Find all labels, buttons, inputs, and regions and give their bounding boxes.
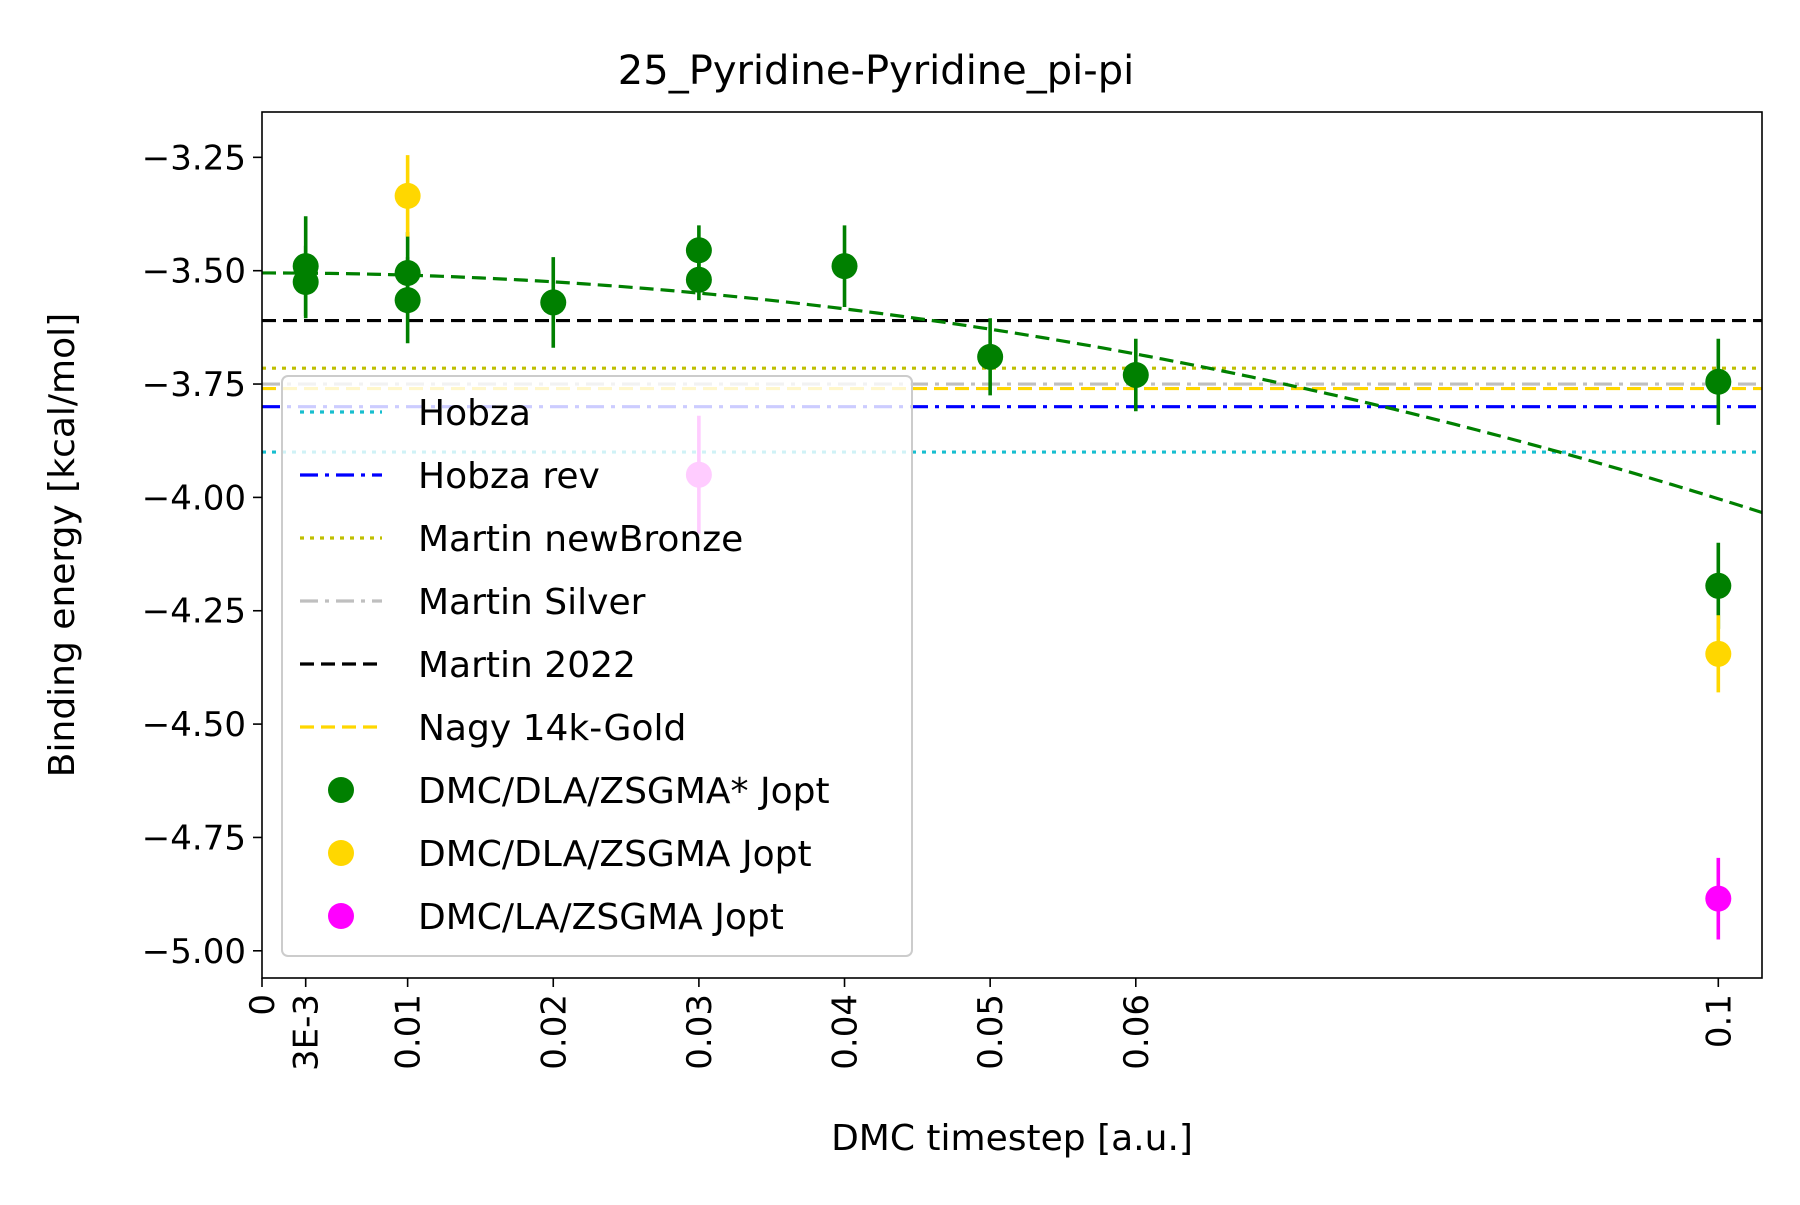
point-marker	[1705, 885, 1732, 912]
data-point	[977, 318, 1004, 396]
y-tick-label: −3.50	[142, 252, 246, 292]
y-tick-label: −4.25	[142, 592, 246, 632]
y-tick-label: −3.25	[142, 138, 246, 178]
legend-label: Martin 2022	[418, 645, 636, 686]
point-marker	[1122, 361, 1149, 388]
plot-frame	[261, 111, 1763, 979]
y-tick-label: −4.00	[142, 478, 246, 518]
point-marker	[831, 253, 858, 280]
point-marker	[540, 289, 567, 316]
data-point	[394, 155, 421, 237]
legend: Hobza Hobza rev Martin newBronze Martin Sil…	[281, 375, 913, 957]
data-point	[685, 259, 712, 301]
y-tick-label: −4.50	[142, 705, 246, 745]
plot-area	[262, 155, 1762, 940]
legend-marker-swatch	[328, 840, 354, 866]
data-point	[292, 245, 319, 319]
data-point	[1705, 857, 1732, 940]
x-tick-label: 0.06	[1117, 994, 1157, 1070]
point-marker	[685, 266, 712, 293]
point-marker	[292, 269, 319, 296]
point-marker	[1705, 368, 1732, 395]
point-marker	[394, 182, 421, 209]
axes: −3.25 −3.50 −3.75 −4.00 −4.25 −4.50 −4.75 −5.00…	[142, 138, 1740, 1071]
x-tick-label: 0	[243, 994, 283, 1016]
legend-label: Martin newBronze	[418, 519, 743, 560]
data-point	[540, 257, 567, 348]
point-marker	[685, 237, 712, 264]
chart-title: 25_Pyridine-Pyridine_pi-pi	[618, 48, 1134, 94]
y-axis-label: Binding energy [kcal/mol]	[42, 313, 83, 777]
x-tick-label: 0.01	[389, 994, 429, 1070]
point-marker	[1705, 572, 1732, 599]
data-point	[1705, 615, 1732, 693]
point-marker	[977, 343, 1004, 370]
legend-label: Nagy 14k-Gold	[418, 708, 686, 749]
plot-layer	[262, 155, 1762, 940]
data-point	[1705, 338, 1732, 425]
legend-label: Hobza	[418, 393, 531, 434]
legend-item-martin-2022: Martin 2022	[300, 645, 636, 686]
data-point	[1122, 338, 1149, 412]
data-point	[831, 225, 858, 307]
x-tick-label: 0.05	[971, 994, 1011, 1070]
legend-item-dmc-dla-zsgma-jopt: DMC/DLA/ZSGMA Jopt	[328, 834, 812, 875]
data-point	[394, 257, 421, 344]
x-tick-label: 0.1	[1699, 994, 1739, 1048]
legend-item-dmc-dla-zsgma-jopt: DMC/DLA/ZSGMA* Jopt	[328, 771, 830, 812]
x-tick-label: 0.02	[534, 994, 574, 1070]
legend-item-dmc-la-zsgma-jopt: DMC/LA/ZSGMA Jopt	[328, 897, 784, 938]
legend-label: DMC/DLA/ZSGMA* Jopt	[418, 771, 830, 812]
legend-marker-swatch	[328, 903, 354, 929]
y-tick-label: −5.00	[142, 932, 246, 972]
x-tick-label: 3E-3	[287, 994, 327, 1071]
legend-item-hobza-rev: Hobza rev	[300, 456, 600, 497]
x-tick-label: 0.04	[826, 994, 866, 1070]
x-axis-label: DMC timestep [a.u.]	[831, 1118, 1193, 1159]
legend-label: DMC/LA/ZSGMA Jopt	[418, 897, 784, 938]
point-marker	[1705, 640, 1732, 667]
legend-item-martin-newbronze: Martin newBronze	[300, 519, 743, 560]
y-tick-label: −4.75	[142, 818, 246, 858]
legend-item-nagy-14k-gold: Nagy 14k-Gold	[300, 708, 686, 749]
legend-label: DMC/DLA/ZSGMA Jopt	[418, 834, 812, 875]
legend-marker-swatch	[328, 777, 354, 803]
legend-box	[281, 375, 913, 957]
legend-label: Martin Silver	[418, 582, 646, 623]
data-point	[1705, 542, 1732, 629]
x-tick-label: 0.03	[680, 994, 720, 1070]
fit-curve	[262, 271, 1762, 515]
legend-item-martin-silver: Martin Silver	[300, 582, 646, 623]
point-marker	[394, 287, 421, 314]
legend-item-hobza: Hobza	[300, 393, 531, 434]
legend-label: Hobza rev	[418, 456, 600, 497]
y-tick-label: −3.75	[142, 365, 246, 405]
